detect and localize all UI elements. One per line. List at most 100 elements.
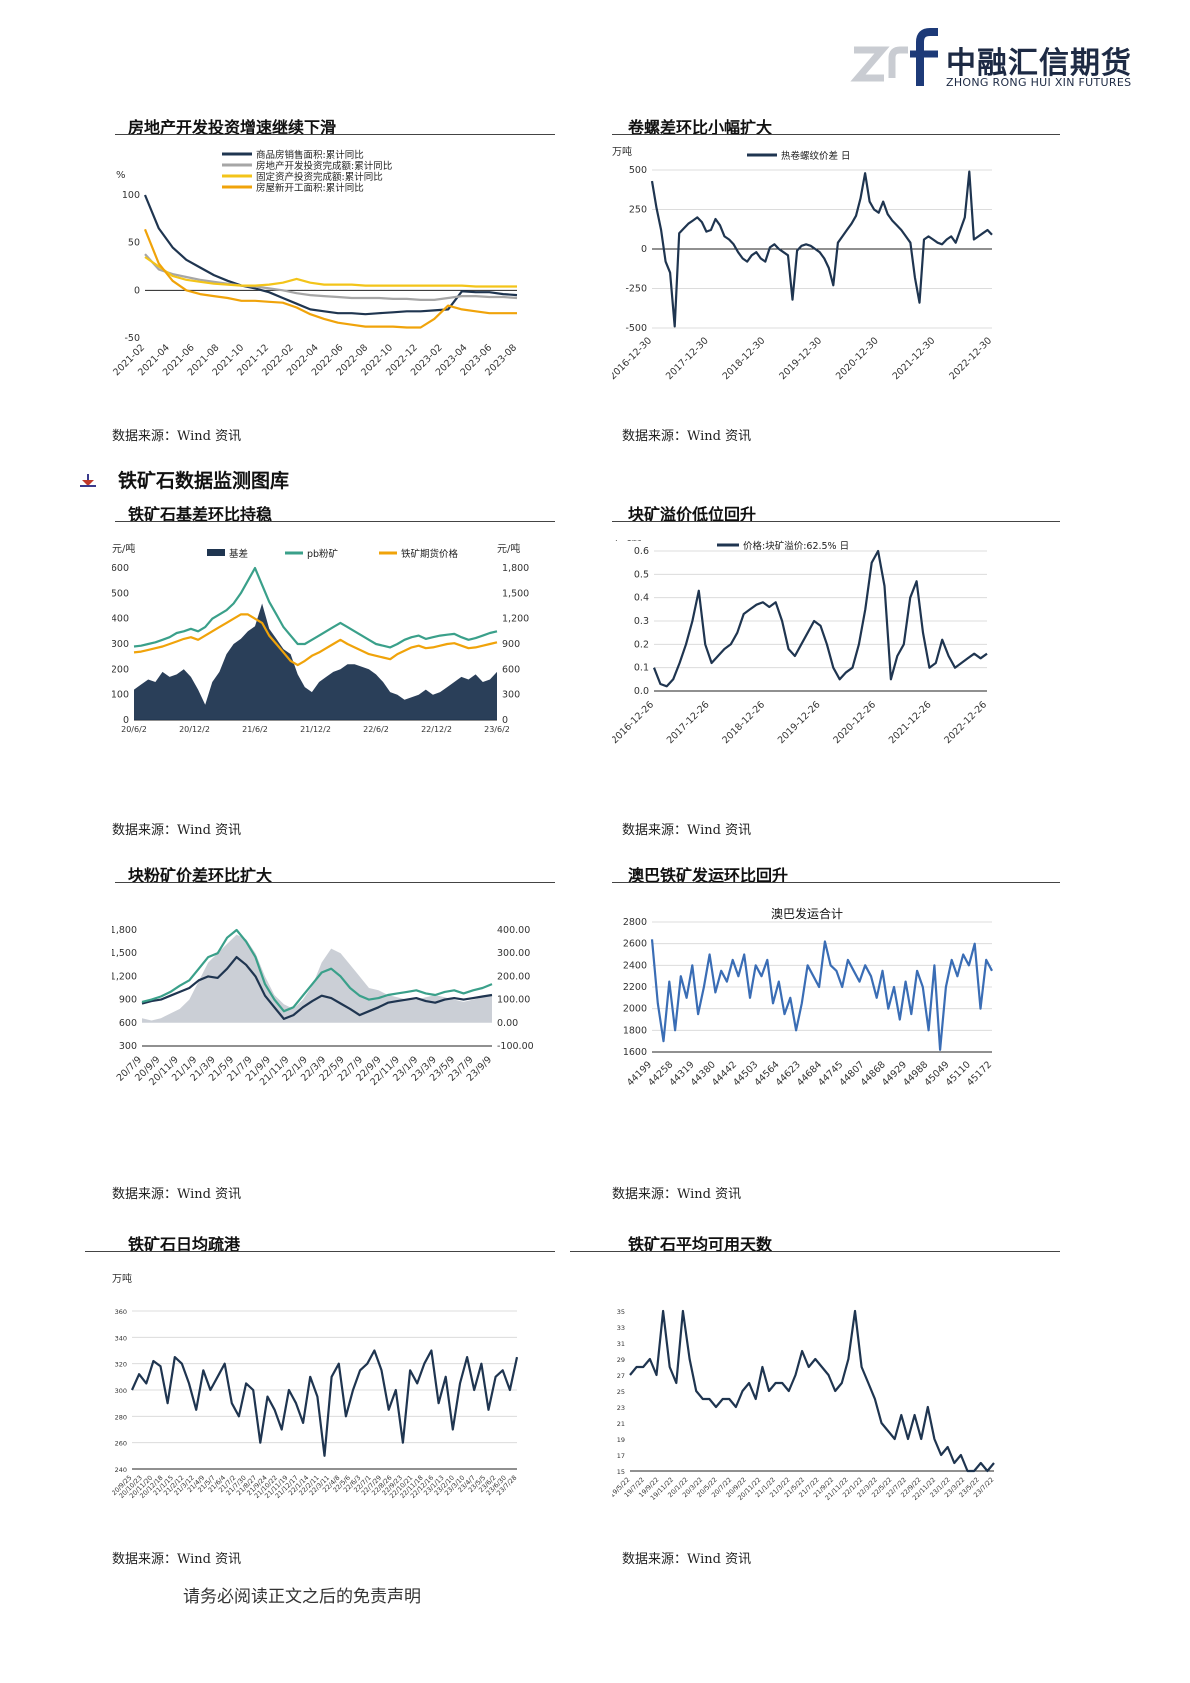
series-line [143,194,518,316]
source-note: 数据来源：Wind 资讯 [622,1552,752,1567]
chart-aus-brazil-shipments: 2800260024002200200018001600441994425844… [623,906,994,1089]
zrf-logo-mark [850,28,938,86]
y-tick-label: 2600 [623,939,647,950]
y-axis-label: 万吨 [612,145,632,158]
y2-tick-label: 300 [502,690,520,701]
y-tick-label: 1,200 [112,971,137,982]
divider [115,134,555,135]
series-line [629,1309,995,1473]
y-tick-label: 260 [115,1440,127,1448]
y2-tick-label: 0.00 [497,1018,518,1029]
x-tick-label: 2018-12-26 [720,699,767,746]
y-tick-label: 360 [115,1308,127,1316]
y-tick-label: -250 [625,284,647,295]
y-tick-label: 21 [617,1420,625,1428]
y-tick-label: 0.1 [634,663,649,674]
y-tick-label: 240 [115,1466,127,1474]
y2-tick-label: 600 [502,664,520,675]
y-tick-label: 50 [128,238,140,249]
y-tick-label: 25 [617,1388,625,1396]
section-heading: 铁矿石数据监测图库 [80,466,289,493]
x-tick-label: 2017-12-26 [665,699,712,746]
y2-tick-label: 1,200 [502,614,529,625]
y-tick-label: 100 [112,690,129,701]
panel-title-real-estate: 房地产开发投资增速继续下滑 [128,118,337,137]
section-title: 铁矿石数据监测图库 [118,470,290,492]
y-tick-label: 2400 [623,960,647,971]
y-tick-label: 1800 [623,1025,647,1036]
y-tick-label: 400 [112,614,129,625]
y-tick-label: -500 [625,323,647,334]
y2-tick-label: 200.00 [497,971,530,982]
panel-title-lump-premium: 块矿溢价低位回升 [628,505,757,524]
divider [115,521,555,522]
chart-iron-ore-basis: 600 500 400 300 200 100 0 1,800 1,500 1,200 900 600… [112,542,529,734]
series-line [130,1349,519,1457]
y-tick-label: 0.2 [634,639,649,650]
y-tick-label: 19 [617,1436,625,1444]
y-tick-label: 33 [617,1324,625,1332]
legend-label: pb粉矿 [307,548,339,560]
y-tick-label: 0 [641,244,647,255]
x-tick-label: 2022-12-30 [947,335,994,382]
x-tick-label: 2020-12-30 [834,335,881,382]
source-note: 数据来源：Wind 资讯 [612,1187,742,1202]
x-tick-label: 2016-12-30 [612,335,654,382]
chart-port-clearance: 36034032030028026024020/9/2520/10/2320/1… [112,1272,519,1500]
legend-label: 基差 [229,548,248,560]
y-tick-label: 31 [617,1340,625,1348]
logo-english-name: ZHONG RONG HUI XIN FUTURES [946,76,1132,89]
series-line [141,955,493,1021]
series-line [144,256,517,288]
x-tick-label: 2019-12-30 [777,335,824,382]
y-tick-label: 1,500 [112,948,137,959]
y-tick-label: 0.5 [634,569,649,580]
chart-lump-premium: 0.6 0.5 0.4 0.3 0.2 0.1 0.0 2016-12-26 2017-12-2… [612,540,989,746]
legend-label: 商品房销售面积:累计同比 [256,149,364,161]
y2-tick-label: 900 [502,639,520,650]
chart-real-estate: 100500-502021-022021-042021-062021-08202… [112,149,519,378]
panel-title-available-days: 铁矿石平均可用天数 [628,1235,773,1254]
y-tick-label: 300 [119,1041,137,1052]
divider [612,521,1060,522]
legend-label: 价格:块矿溢价:62.5% 日 [743,540,849,552]
x-tick-label: 20/12/2 [179,725,210,734]
series-line [144,253,518,301]
y-tick-label: 200 [112,664,129,675]
divider [612,134,1060,135]
x-tick-label: 23/6/2 [484,725,510,734]
y-tick-label: 600 [119,1018,137,1029]
source-note: 数据来源：Wind 资讯 [112,1552,242,1567]
x-tick-label: 22/12/2 [421,725,452,734]
y-tick-label: 280 [115,1413,127,1421]
y2-tick-label: 1,800 [502,563,529,574]
y-axis-label: 美元/干吨度 [612,540,641,543]
panel-title-port-clearance: 铁矿石日均疏港 [128,1235,241,1254]
panel-title-coil-rebar-spread: 卷螺差环比小幅扩大 [628,118,773,137]
y-tick-label: 35 [617,1308,625,1316]
y-axis-label: % [116,170,126,181]
y-tick-label: 100 [122,190,140,201]
y2-tick-label: 300.00 [497,948,530,959]
y-tick-label: 0.3 [634,616,649,627]
x-tick-label: 2022-12-26 [942,699,989,746]
divider [570,1251,1060,1252]
y2-tick-label: -100.00 [497,1041,534,1052]
series-line [133,613,498,667]
x-tick-label: 21/6/2 [242,725,268,734]
panel-title-lump-fines-spread: 块粉矿价差环比扩大 [128,866,273,885]
panel-title-aus-brazil-shipments: 澳巴铁矿发运环比回升 [628,866,789,885]
y2-tick-label: 0 [502,715,508,726]
y-tick-label: 0.6 [634,546,649,557]
series-area [134,603,497,720]
x-tick-label: 2021-12-26 [887,699,934,746]
series-line [650,939,993,1051]
legend-label: 固定资产投资完成额:累计同比 [256,171,383,183]
x-tick-label: 2017-12-30 [664,335,711,382]
source-note: 数据来源：Wind 资讯 [112,1187,242,1202]
legend-label: 铁矿期货价格 [401,548,459,560]
y2-tick-label: 1,500 [502,588,529,599]
series-line [650,170,993,328]
y2-tick-label: 100.00 [497,995,530,1006]
